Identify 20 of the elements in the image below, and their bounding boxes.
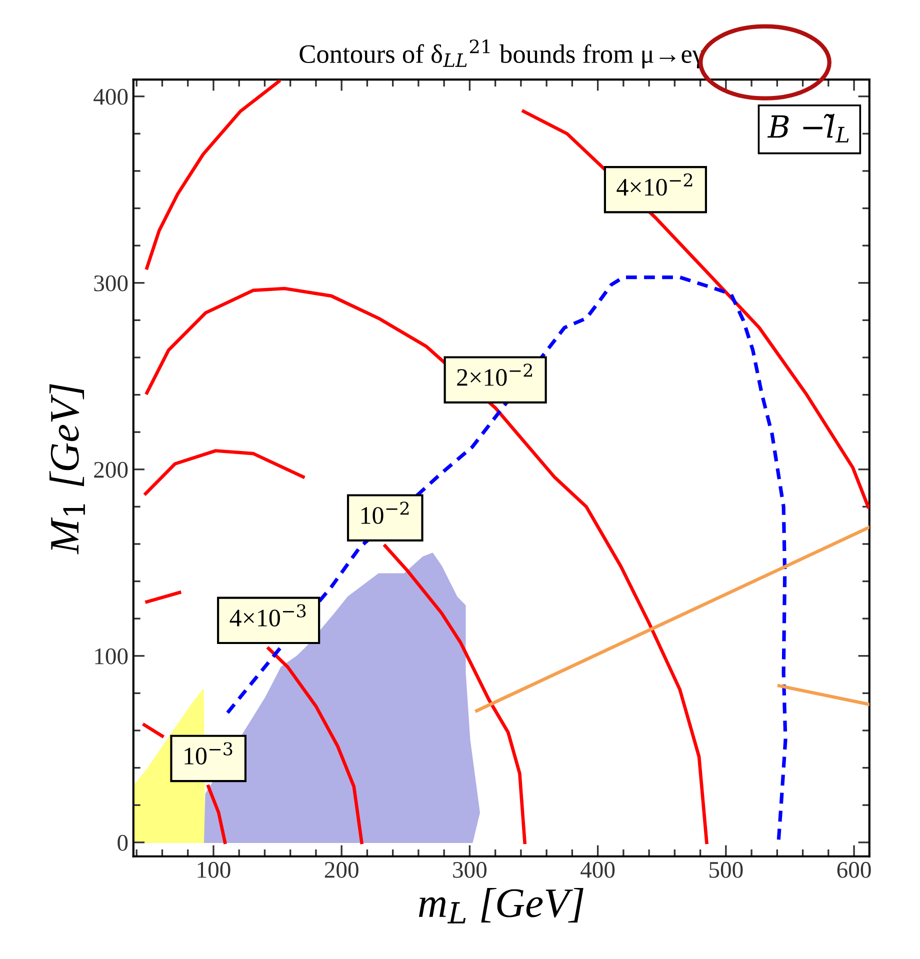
x-axis-title: m$_{L}$ [GeV] (418, 888, 584, 924)
x-tick-label: 500 (710, 862, 743, 878)
y-tick-label: 0 (118, 834, 128, 851)
annotation: 10$^{−3}$ (184, 742, 232, 765)
x-tick-label: 300 (453, 862, 486, 878)
line-series (145, 286, 708, 844)
annotation: 4×10$^{−2}$ (616, 173, 692, 196)
y-tick-label: 200 (94, 462, 128, 478)
y-tick-label: 300 (94, 275, 128, 292)
y-tick-label: 100 (95, 648, 128, 664)
x-tick-label: 600 (837, 862, 871, 878)
x-tick-label: 400 (580, 862, 615, 878)
y-tick-label: 400 (94, 88, 128, 105)
annotation: 10$^{−2}$ (361, 502, 409, 524)
annotation: 4×10$^{−3}$ (230, 604, 306, 627)
x-tick-label: 200 (324, 862, 358, 878)
y-axis-title: M$_{1}$ [GeV] (50, 384, 85, 554)
annotation: B −l̃$_{L}$ (767, 114, 849, 142)
annotation: 2×10$^{−2}$ (457, 364, 532, 386)
x-tick-label: 100 (198, 862, 230, 878)
